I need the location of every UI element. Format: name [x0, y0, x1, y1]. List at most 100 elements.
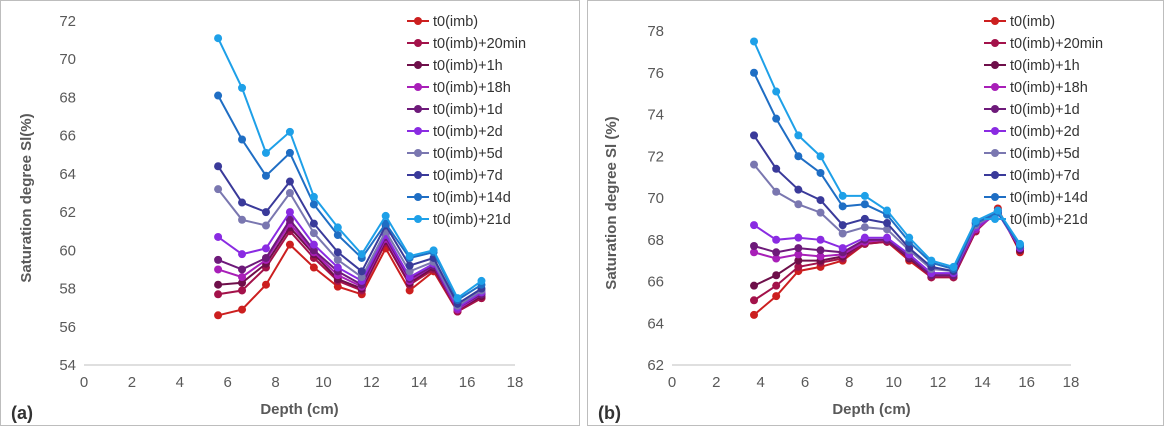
data-point — [794, 244, 803, 253]
data-point — [838, 202, 847, 211]
data-point — [429, 246, 438, 255]
x-tick-label: 4 — [756, 374, 764, 391]
y-tick-label: 76 — [647, 65, 664, 82]
data-point — [750, 310, 759, 319]
data-point — [261, 221, 270, 230]
data-point — [794, 152, 803, 161]
data-point — [838, 229, 847, 238]
data-point — [772, 292, 781, 301]
data-point — [794, 185, 803, 194]
y-axis-title: Saturation degree Sl (%) — [603, 116, 620, 289]
x-tick-label: 8 — [845, 374, 853, 391]
data-point — [772, 114, 781, 123]
y-tick-label: 70 — [59, 51, 76, 68]
data-point — [238, 250, 247, 259]
data-point — [794, 250, 803, 259]
data-point — [357, 250, 366, 259]
panel-label: (b) — [598, 403, 621, 423]
data-point — [905, 233, 914, 242]
legend-swatch-marker — [414, 39, 422, 47]
data-point — [261, 253, 270, 262]
data-point — [816, 168, 825, 177]
data-point — [214, 280, 223, 289]
data-point — [333, 282, 342, 291]
data-point — [405, 267, 414, 276]
y-tick-label: 54 — [59, 357, 76, 374]
y-tick-label: 62 — [59, 204, 76, 221]
data-point — [238, 83, 247, 92]
data-point — [794, 200, 803, 209]
legend-swatch-marker — [991, 105, 999, 113]
legend-entry: t0(imb)+5d — [1010, 146, 1080, 162]
data-point — [214, 91, 223, 100]
legend-entry: t0(imb)+2d — [433, 124, 503, 140]
series-line — [217, 188, 483, 308]
series-line — [217, 165, 483, 306]
data-point — [883, 219, 892, 228]
legend-entry: t0(imb)+1d — [433, 102, 503, 118]
x-tick-label: 14 — [974, 374, 991, 391]
data-point — [309, 219, 318, 228]
data-point — [285, 127, 294, 136]
x-tick-label: 14 — [411, 374, 428, 391]
data-point — [860, 200, 869, 209]
data-point — [816, 208, 825, 217]
data-point — [405, 261, 414, 270]
data-point — [261, 244, 270, 253]
y-tick-label: 68 — [59, 89, 76, 106]
data-point — [238, 215, 247, 224]
data-point — [214, 232, 223, 241]
x-tick-label: 6 — [801, 374, 809, 391]
data-point — [816, 196, 825, 205]
data-point — [309, 192, 318, 201]
data-point — [750, 68, 759, 77]
legend-swatch-marker — [414, 215, 422, 223]
y-tick-label: 66 — [59, 128, 76, 145]
data-point — [816, 152, 825, 161]
y-tick-label: 72 — [647, 148, 664, 165]
legend-entry: t0(imb)+1h — [433, 58, 503, 74]
legend-swatch-marker — [991, 83, 999, 91]
legend-swatch-marker — [991, 61, 999, 69]
y-tick-label: 66 — [647, 274, 664, 291]
data-point — [750, 296, 759, 305]
legend-entry: t0(imb)+18h — [433, 80, 511, 96]
y-tick-label: 56 — [59, 319, 76, 336]
chart-panel-a: 54 56 58 60 62 64 66 68 70 72 0 2 4 6 8 10 12 14 16 18 Depth… — [0, 0, 580, 426]
series-line — [217, 37, 483, 300]
legend-swatch-marker — [991, 127, 999, 135]
data-point — [750, 37, 759, 46]
data-point — [214, 185, 223, 194]
legend-swatch-marker — [414, 127, 422, 135]
data-point — [285, 177, 294, 186]
data-point — [214, 255, 223, 264]
legend-entry: t0(imb)+14d — [433, 190, 511, 206]
data-point — [949, 262, 958, 271]
data-point — [794, 131, 803, 140]
data-point — [405, 252, 414, 261]
y-tick-label: 58 — [59, 281, 76, 298]
data-point — [860, 223, 869, 232]
legend-entry: t0(imb)+21d — [433, 212, 511, 228]
data-point — [309, 240, 318, 249]
data-point — [238, 135, 247, 144]
x-tick-label: 16 — [1018, 374, 1035, 391]
data-point — [285, 215, 294, 224]
data-point — [214, 34, 223, 43]
data-point — [333, 223, 342, 232]
legend-entry: t0(imb)+2d — [1010, 124, 1080, 140]
legend-swatch-marker — [991, 17, 999, 25]
y-tick-label: 72 — [59, 13, 76, 30]
data-point — [261, 208, 270, 217]
data-point — [238, 198, 247, 207]
data-point — [772, 235, 781, 244]
legend-entry: t0(imb)+7d — [433, 168, 503, 184]
legend-swatch-marker — [414, 83, 422, 91]
legend-entry: t0(imb)+18h — [1010, 80, 1088, 96]
data-point — [883, 233, 892, 242]
data-point — [453, 294, 462, 303]
data-point — [309, 229, 318, 238]
data-point — [860, 233, 869, 242]
data-point — [261, 171, 270, 180]
